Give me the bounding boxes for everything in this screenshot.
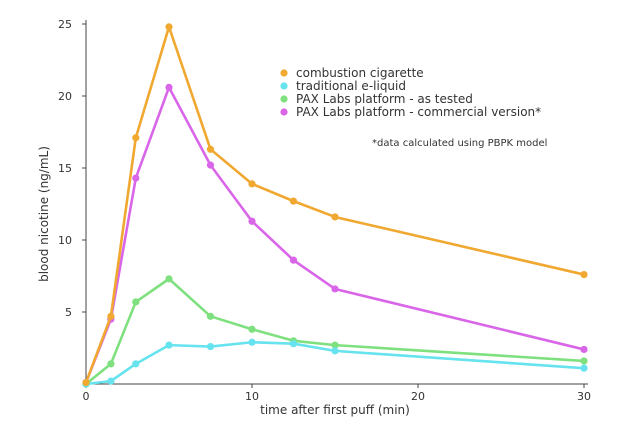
- data-point: [331, 341, 339, 349]
- data-point: [206, 312, 215, 320]
- axes: [85, 20, 588, 385]
- series-line: [84, 86, 585, 384]
- series-combustion-cigarette: [82, 23, 588, 387]
- x-ticks: 0 10 20 30: [83, 384, 591, 403]
- legend-marker: [280, 82, 288, 90]
- x-tick-label: 0: [83, 390, 90, 403]
- legend-label: traditional e-liquid: [296, 79, 406, 93]
- data-point: [580, 270, 588, 279]
- data-point: [289, 197, 298, 205]
- data-point: [165, 23, 173, 31]
- legend-marker: [280, 108, 288, 116]
- x-tick-label: 30: [577, 390, 591, 403]
- data-point: [206, 145, 215, 153]
- legend-label: PAX Labs platform - commercial version*: [296, 105, 541, 119]
- legend-marker: [280, 69, 288, 77]
- y-ticks: 5 10 15 20 25: [58, 18, 86, 319]
- data-point: [107, 360, 115, 368]
- y-tick-label: 20: [58, 90, 72, 103]
- y-tick-label: 5: [65, 306, 72, 319]
- data-point: [132, 134, 140, 142]
- data-point: [132, 360, 140, 368]
- x-tick-label: 20: [411, 390, 425, 403]
- data-point: [248, 338, 256, 346]
- data-point: [165, 83, 173, 91]
- data-point: [206, 161, 215, 169]
- data-point: [331, 347, 339, 355]
- y-tick-label: 25: [58, 18, 72, 31]
- data-point: [248, 217, 256, 225]
- data-point: [580, 357, 588, 365]
- data-point: [248, 325, 256, 333]
- legend-label: PAX Labs platform - as tested: [296, 92, 473, 106]
- data-point: [132, 298, 140, 306]
- data-point: [248, 180, 256, 188]
- data-point: [331, 213, 339, 221]
- data-point: [165, 341, 173, 349]
- data-point: [289, 256, 298, 264]
- data-point: [289, 340, 298, 348]
- chart-annotation: *data calculated using PBPK model: [372, 138, 547, 149]
- y-tick-label: 10: [58, 234, 72, 247]
- data-point: [82, 378, 90, 387]
- x-axis-label: time after first puff (min): [260, 403, 410, 417]
- legend-marker: [280, 95, 288, 103]
- series-layer: [82, 23, 588, 388]
- data-point: [132, 174, 140, 182]
- y-axis-label: blood nicotine (ng/mL): [37, 146, 51, 282]
- data-point: [580, 364, 588, 372]
- x-tick-label: 10: [245, 390, 259, 403]
- data-point: [580, 345, 588, 354]
- data-point: [107, 377, 115, 385]
- data-point: [206, 342, 215, 351]
- legend-label: combustion cigarette: [296, 66, 424, 80]
- data-point: [165, 275, 173, 283]
- data-point: [331, 285, 339, 293]
- y-tick-label: 15: [58, 162, 72, 175]
- data-point: [107, 312, 115, 320]
- series-pax-labs-platform-commercial-version: [82, 83, 588, 387]
